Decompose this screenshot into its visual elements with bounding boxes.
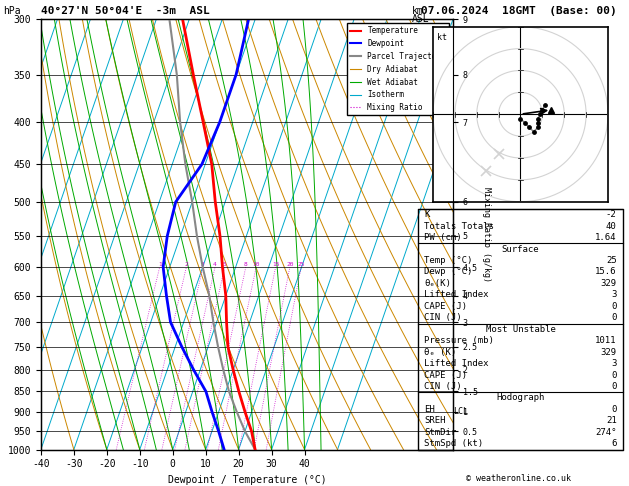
Text: 8: 8 (244, 262, 248, 267)
Text: Surface: Surface (502, 244, 539, 254)
Text: 3: 3 (611, 359, 616, 368)
Text: 329: 329 (601, 279, 616, 288)
Text: PW (cm): PW (cm) (425, 233, 462, 242)
Text: 25: 25 (298, 262, 305, 267)
Point (516, 115, 526, 122)
Text: 3: 3 (611, 291, 616, 299)
Point (533, 119, 543, 127)
Text: 15: 15 (272, 262, 279, 267)
Point (520, 119, 530, 127)
Text: StmDir: StmDir (425, 428, 457, 437)
Point (528, 128, 538, 136)
Text: 15.6: 15.6 (595, 267, 616, 277)
X-axis label: Dewpoint / Temperature (°C): Dewpoint / Temperature (°C) (167, 475, 326, 485)
Text: 4: 4 (213, 262, 217, 267)
Text: Hodograph: Hodograph (496, 394, 545, 402)
Text: K: K (425, 210, 430, 219)
Text: 3: 3 (201, 262, 205, 267)
Text: kt: kt (437, 33, 447, 42)
Text: CAPE (J): CAPE (J) (425, 302, 467, 311)
Text: θₑ (K): θₑ (K) (425, 347, 457, 357)
Text: km: km (412, 6, 424, 17)
Text: θₑ(K): θₑ(K) (425, 279, 451, 288)
Point (533, 115, 543, 122)
Text: 6: 6 (611, 439, 616, 448)
Text: 0: 0 (611, 405, 616, 414)
Point (524, 123, 534, 131)
Point (537, 106, 547, 114)
Text: 0: 0 (611, 313, 616, 322)
Text: 2: 2 (184, 262, 188, 267)
Legend: Temperature, Dewpoint, Parcel Trajectory, Dry Adiabat, Wet Adiabat, Isotherm, Mi: Temperature, Dewpoint, Parcel Trajectory… (347, 23, 449, 115)
Text: 40°27'N 50°04'E  -3m  ASL: 40°27'N 50°04'E -3m ASL (41, 6, 209, 17)
Text: 40: 40 (606, 222, 616, 231)
Y-axis label: Mixing Ratio (g/kg): Mixing Ratio (g/kg) (482, 187, 491, 282)
Text: Totals Totals: Totals Totals (425, 222, 494, 231)
Text: © weatheronline.co.uk: © weatheronline.co.uk (467, 474, 571, 483)
Text: CAPE (J): CAPE (J) (425, 371, 467, 380)
Text: 25: 25 (606, 256, 616, 265)
Point (533, 123, 543, 131)
Text: CIN (J): CIN (J) (425, 313, 462, 322)
Text: EH: EH (425, 405, 435, 414)
Text: LCL: LCL (453, 407, 468, 417)
Text: 274°: 274° (595, 428, 616, 437)
Text: 21: 21 (606, 417, 616, 425)
Text: 07.06.2024  18GMT  (Base: 00): 07.06.2024 18GMT (Base: 00) (421, 6, 617, 17)
Point (535, 110, 545, 118)
Text: 10: 10 (252, 262, 260, 267)
Text: Lifted Index: Lifted Index (425, 359, 489, 368)
Text: ASL: ASL (412, 14, 430, 24)
Text: 20: 20 (286, 262, 294, 267)
Text: hPa: hPa (3, 6, 21, 17)
Text: 1011: 1011 (595, 336, 616, 345)
Text: 329: 329 (601, 347, 616, 357)
Text: Lifted Index: Lifted Index (425, 291, 489, 299)
Text: 1.64: 1.64 (595, 233, 616, 242)
Text: 0: 0 (611, 371, 616, 380)
Point (540, 102, 550, 109)
Text: 1: 1 (158, 262, 162, 267)
Text: Most Unstable: Most Unstable (486, 325, 555, 334)
Text: Temp (°C): Temp (°C) (425, 256, 473, 265)
Text: SREH: SREH (425, 417, 446, 425)
Text: StmSpd (kt): StmSpd (kt) (425, 439, 484, 448)
Text: 0: 0 (611, 302, 616, 311)
Text: 0: 0 (611, 382, 616, 391)
Text: CIN (J): CIN (J) (425, 382, 462, 391)
Text: Dewp (°C): Dewp (°C) (425, 267, 473, 277)
Text: Pressure (mb): Pressure (mb) (425, 336, 494, 345)
Text: 5: 5 (223, 262, 226, 267)
Text: -2: -2 (606, 210, 616, 219)
